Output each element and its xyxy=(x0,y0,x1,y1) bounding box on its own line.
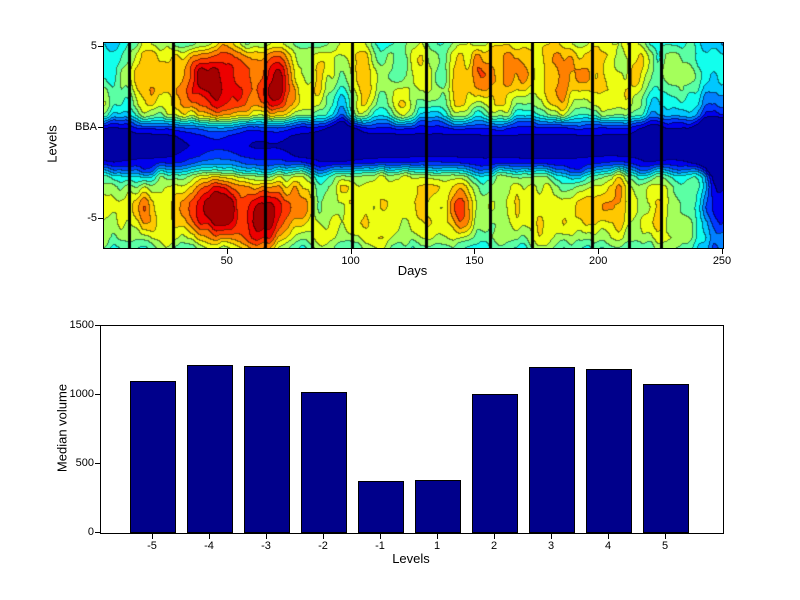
bar-xtick-label: -1 xyxy=(375,540,385,552)
bar-xtick-label: -5 xyxy=(147,540,157,552)
bar-ytick-label: 1000 xyxy=(69,388,94,400)
contour-xtick-label: 50 xyxy=(220,255,233,267)
bar-level-5 xyxy=(643,383,689,533)
bar-plot-area xyxy=(100,325,724,534)
bar-xtick-mark xyxy=(551,534,552,539)
contour-xtick-mark xyxy=(722,249,723,254)
bar-xtick-mark xyxy=(494,534,495,539)
bar-ytick-label: 1500 xyxy=(69,319,94,331)
bar-xtick-mark xyxy=(608,534,609,539)
bar-ytick-mark xyxy=(95,532,100,533)
contour-xtick-label: 150 xyxy=(465,255,484,267)
bar-xtick-label: 5 xyxy=(661,540,669,552)
contour-xtick-label: 200 xyxy=(589,255,608,267)
bar-xtick-mark xyxy=(323,534,324,539)
bar-xtick-mark xyxy=(152,534,153,539)
bar-level-2 xyxy=(472,393,518,533)
bar-level--1 xyxy=(358,480,404,533)
bar-level--3 xyxy=(244,366,290,533)
contour-xtick-label: 100 xyxy=(341,255,360,267)
bar-xtick-mark xyxy=(266,534,267,539)
bar-xtick-label: -4 xyxy=(204,540,214,552)
contour-xtick-mark xyxy=(474,249,476,254)
bar-xtick-label: -2 xyxy=(318,540,328,552)
bar-xtick-label: 1 xyxy=(433,540,441,552)
bar-ytick-mark xyxy=(95,325,100,326)
bar-level--4 xyxy=(187,364,233,533)
contour-xtick-label: 250 xyxy=(712,255,732,267)
bar-xtick-mark xyxy=(437,534,438,539)
bar-xtick-label: 2 xyxy=(490,540,498,552)
contour-heatmap-canvas xyxy=(104,43,723,248)
bar-ytick-label: 500 xyxy=(75,457,94,469)
contour-ytick-mark xyxy=(98,46,103,48)
bar-xtick-mark xyxy=(665,534,666,539)
contour-plot-area xyxy=(103,42,724,249)
bar-xtick-label: 3 xyxy=(547,540,555,552)
bar-level--5 xyxy=(130,381,176,533)
bar-level-1 xyxy=(415,479,461,533)
contour-ytick-label: -5 xyxy=(87,212,97,225)
contour-ytick-label: 5 xyxy=(90,40,97,53)
bar-xtick-label: -3 xyxy=(261,540,271,552)
bar-level-3 xyxy=(529,367,575,533)
bar-x-axis-label: Levels xyxy=(392,551,430,566)
bar-level--2 xyxy=(301,392,347,533)
bar-level-4 xyxy=(586,368,632,533)
contour-ytick-mark xyxy=(98,127,103,129)
bar-ytick-label: 0 xyxy=(87,526,94,538)
contour-ytick-mark xyxy=(98,218,103,220)
contour-xtick-mark xyxy=(598,249,600,254)
bar-xtick-label: 4 xyxy=(604,540,612,552)
bar-xtick-mark xyxy=(380,534,381,539)
contour-xtick-mark xyxy=(350,249,352,254)
bar-xtick-mark xyxy=(209,534,210,539)
bar-ytick-mark xyxy=(95,463,100,464)
contour-ytick-label: BBA xyxy=(74,121,97,134)
contour-xtick-mark xyxy=(226,249,228,254)
bar-ytick-mark xyxy=(95,394,100,395)
contour-x-axis-label: Days xyxy=(397,263,428,278)
